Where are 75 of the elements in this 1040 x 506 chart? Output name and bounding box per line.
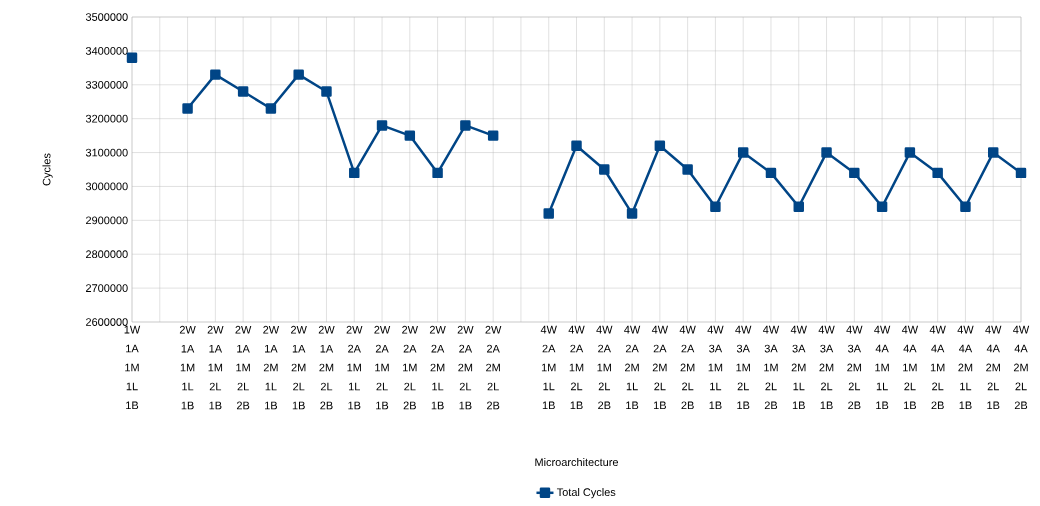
- point: [543, 208, 554, 219]
- x-tick-label: 4W 2A 1M 1L 1B: [540, 325, 557, 410]
- x-tick-label: 4W 2A 1M 2L 2B: [596, 325, 613, 410]
- x-tick-label: 2W 2A 1M 1L 1B: [346, 325, 363, 410]
- point: [293, 69, 304, 80]
- x-tick-label: 2W 2A 2M 1L 1B: [429, 325, 446, 410]
- y-tick-label: 2900000: [86, 216, 128, 225]
- point: [821, 147, 832, 158]
- point: [876, 201, 888, 213]
- y-axis-title: Cycles: [42, 153, 53, 186]
- x-tick-label: 4W 3A 2M 2L 1B: [818, 325, 835, 410]
- y-tick-label: 2700000: [86, 284, 128, 292]
- point: [793, 201, 804, 213]
- x-tick-label: 4W 4A 2M 1L 1B: [957, 325, 974, 410]
- x-axis-title: Microarchitecture: [535, 457, 619, 467]
- x-tick-label: 4W 2A 2M 1L 1B: [624, 325, 641, 410]
- x-tick-label: 4W 2A 1M 2L 1B: [568, 325, 585, 410]
- x-tick-label: 4W 4A 1M 1L 1B: [874, 325, 891, 410]
- x-tick-label: 2W 1A 1M 1L 1B: [179, 325, 196, 410]
- point: [210, 69, 221, 80]
- point: [960, 201, 971, 213]
- point: [182, 103, 193, 114]
- x-tick-label: 2W 2A 1M 2L 2B: [402, 325, 418, 410]
- x-tick-label: 4W 3A 1M 2L 2B: [763, 325, 780, 410]
- x-tick-label: 2W 2A 1M 2L 1B: [374, 325, 391, 410]
- point: [710, 201, 721, 213]
- point: [682, 164, 693, 175]
- point: [571, 140, 582, 152]
- x-tick-label: 2W 1A 2M 1L 1B: [263, 325, 280, 410]
- x-tick-label: 1W 1A 1M 1L 1B: [124, 325, 141, 410]
- x-tick-label: 4W 3A 1M 2L 1B: [735, 325, 752, 410]
- x-tick-label: 2W 2A 2M 2L 1B: [457, 325, 474, 410]
- x-tick-label: 4W 4A 2M 2L 2B: [1013, 325, 1030, 410]
- x-tick-label: 4W 3A 2M 1L 1B: [790, 325, 807, 410]
- point: [349, 167, 360, 179]
- y-tick-label: 2800000: [86, 250, 128, 259]
- point: [765, 167, 777, 179]
- y-tick-label: 3000000: [85, 182, 128, 191]
- point: [737, 147, 749, 158]
- point: [932, 167, 943, 179]
- point: [126, 52, 138, 63]
- y-tick-label: 3300000: [85, 80, 128, 89]
- point: [432, 167, 443, 179]
- point: [654, 140, 666, 152]
- x-tick-label: 4W 3A 2M 2L 2B: [846, 325, 863, 410]
- x-tick-label: 4W 4A 2M 2L 1B: [985, 325, 1002, 410]
- point: [237, 86, 249, 97]
- point: [404, 130, 416, 141]
- point: [987, 147, 999, 158]
- y-tick-label: 2600000: [86, 318, 128, 326]
- x-tick-label: 4W 4A 1M 2L 2B: [929, 325, 946, 410]
- point: [265, 103, 277, 114]
- point: [849, 167, 860, 179]
- x-tick-label: 2W 1A 1M 2L 1B: [207, 325, 224, 410]
- point: [599, 164, 610, 175]
- x-tick-label: 2W 2A 2M 2L 2B: [485, 325, 502, 410]
- point: [904, 147, 916, 158]
- point: [1015, 167, 1027, 179]
- x-tick-label: 4W 2A 2M 2L 2B: [679, 325, 696, 410]
- x-tick-label: 2W 1A 2M 2L 1B: [291, 325, 307, 410]
- point: [321, 86, 332, 97]
- y-tick-label: 3200000: [85, 114, 128, 123]
- point: [626, 208, 638, 219]
- x-tick-label: 4W 3A 1M 1L 1B: [707, 325, 724, 410]
- legend-label: Total Cycles: [556, 488, 616, 499]
- x-tick-label: 2W 1A 1M 2L 2B: [235, 325, 252, 410]
- x-tick-label: 4W 2A 2M 2L 1B: [651, 325, 669, 410]
- x-tick-label: 2W 1A 2M 2L 2B: [318, 325, 335, 410]
- y-tick-label: 3500000: [85, 13, 128, 21]
- x-tick-label: 4W 4A 1M 2L 1B: [901, 325, 919, 410]
- y-tick-label: 3400000: [85, 47, 128, 55]
- point: [460, 120, 471, 131]
- point: [487, 130, 499, 141]
- point: [376, 120, 388, 131]
- y-tick-label: 3100000: [85, 148, 128, 157]
